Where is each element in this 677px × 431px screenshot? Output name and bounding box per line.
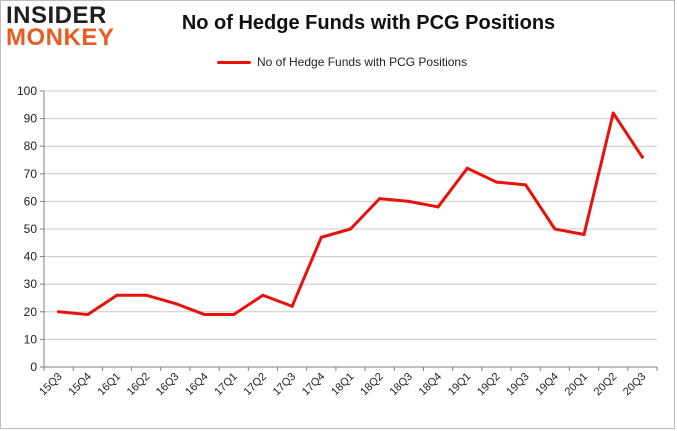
data-point [378,197,382,201]
y-tick-label: 20 [24,305,38,319]
y-tick-label: 60 [24,194,38,208]
logo-line-1: INSIDER [6,2,107,29]
y-tick-label: 80 [24,139,38,153]
x-tick-label: 16Q4 [183,371,211,399]
data-point [524,183,528,187]
x-tick-label: 19Q2 [475,371,503,399]
y-tick-label: 0 [30,360,37,374]
y-tick-label: 40 [24,250,38,264]
x-tick-label: 15Q3 [37,371,65,399]
data-point [640,155,644,159]
y-tick-label: 10 [24,332,38,346]
x-tick-label: 15Q4 [66,371,94,399]
data-point [115,293,119,297]
x-tick-label: 19Q4 [533,371,561,399]
x-tick-label: 16Q2 [125,371,153,399]
y-tick-label: 90 [24,112,38,126]
legend-swatch [217,60,251,64]
x-tick-label: 17Q4 [300,371,328,399]
data-point [319,235,323,239]
data-point [57,310,61,314]
data-point [86,313,90,317]
data-point [144,293,148,297]
chart-legend: No of Hedge Funds with PCG Positions [217,54,467,70]
x-tick-label: 17Q2 [242,371,270,399]
data-point [349,227,352,231]
data-point [582,233,586,237]
y-tick-label: 50 [24,222,38,236]
x-tick-label: 19Q1 [446,371,474,399]
data-point [232,313,236,317]
data-point [203,313,207,317]
data-point [465,166,469,170]
x-tick-label: 18Q1 [329,371,357,399]
insider-monkey-logo: INSIDER MONKEY [6,2,126,51]
x-tick-label: 16Q1 [96,371,124,399]
data-point [261,293,265,297]
x-tick-label: 18Q4 [417,371,445,399]
data-point [290,304,294,308]
data-point [407,199,411,203]
x-tick-label: 19Q3 [504,371,532,399]
x-tick-label: 17Q1 [212,371,240,399]
legend-label: No of Hedge Funds with PCG Positions [257,55,468,69]
x-tick-label: 18Q2 [358,371,386,399]
x-tick-label: 16Q3 [154,371,182,399]
y-tick-label: 100 [17,84,37,98]
y-tick-label: 30 [24,277,38,291]
logo-line-2: MONKEY [6,24,115,51]
data-point [553,227,557,231]
y-tick-label: 70 [24,167,38,181]
x-tick-label: 18Q3 [387,371,415,399]
data-point [173,302,177,306]
data-point [436,205,440,209]
chart-title: No of Hedge Funds with PCG Positions [181,12,556,34]
x-tick-label: 20Q2 [592,371,620,399]
x-tick-label: 17Q3 [271,371,299,399]
data-point [611,111,615,115]
x-tick-label: 20Q3 [621,371,649,399]
x-tick-label: 20Q1 [563,371,591,399]
data-point [494,180,498,184]
